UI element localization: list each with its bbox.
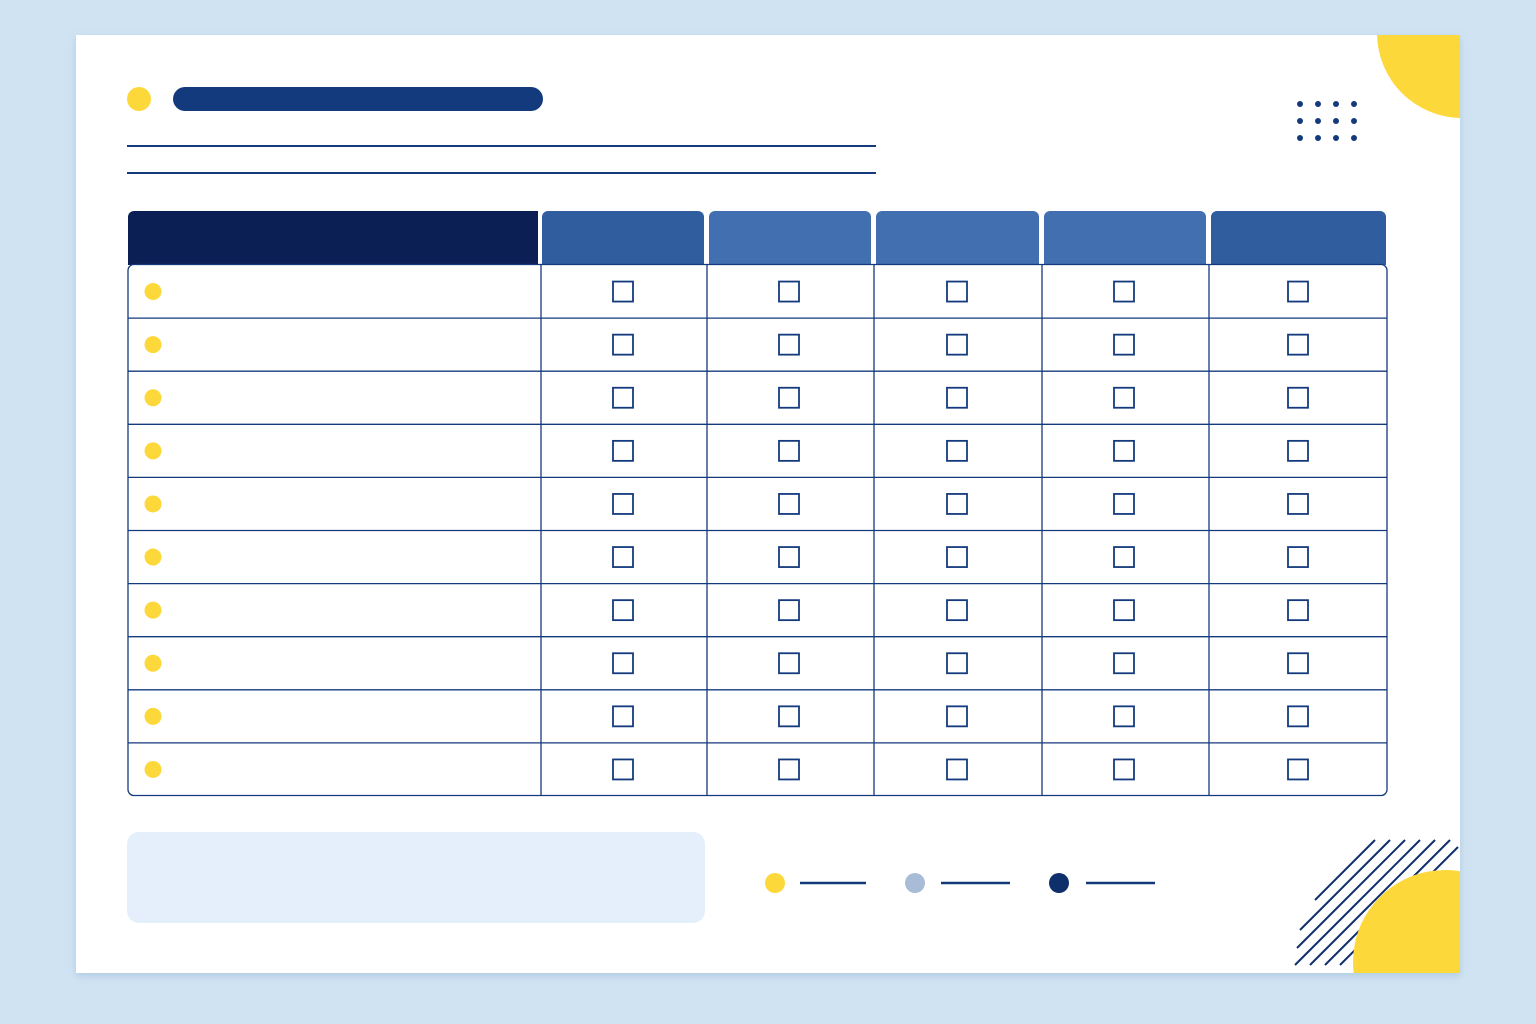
checkbox[interactable] bbox=[612, 758, 634, 781]
checkbox[interactable] bbox=[1113, 333, 1135, 356]
checkbox[interactable] bbox=[946, 652, 968, 675]
checkbox[interactable] bbox=[778, 386, 800, 409]
dot-grid bbox=[1297, 101, 1357, 141]
corner-shape bbox=[1377, 35, 1460, 118]
checkbox[interactable] bbox=[1287, 546, 1309, 568]
checkbox[interactable] bbox=[946, 546, 968, 568]
checkbox[interactable] bbox=[946, 439, 968, 462]
checkbox[interactable] bbox=[1287, 599, 1309, 622]
checkbox[interactable] bbox=[612, 599, 634, 622]
dot bbox=[1333, 101, 1339, 107]
dot bbox=[1297, 118, 1303, 124]
checkbox[interactable] bbox=[612, 386, 634, 409]
checkbox[interactable] bbox=[612, 280, 634, 303]
dot bbox=[1351, 101, 1357, 107]
checkbox[interactable] bbox=[778, 439, 800, 462]
row-bullet bbox=[144, 283, 162, 301]
checkbox[interactable] bbox=[1287, 705, 1309, 728]
checkbox[interactable] bbox=[1287, 652, 1309, 675]
checkbox[interactable] bbox=[1287, 758, 1309, 781]
row-bullet bbox=[144, 336, 162, 354]
checkbox[interactable] bbox=[1113, 280, 1135, 303]
checkbox[interactable] bbox=[778, 758, 800, 781]
dot bbox=[1351, 135, 1357, 141]
dot bbox=[1351, 118, 1357, 124]
header-cell bbox=[1044, 211, 1206, 265]
checkbox[interactable] bbox=[612, 546, 634, 568]
row-bullet bbox=[144, 760, 162, 778]
header-cell bbox=[1211, 211, 1386, 265]
legend-dot bbox=[765, 873, 785, 893]
checkbox[interactable] bbox=[1287, 386, 1309, 409]
checkbox[interactable] bbox=[946, 493, 968, 515]
checkbox[interactable] bbox=[778, 280, 800, 303]
header-cell bbox=[128, 211, 538, 265]
header-cell bbox=[709, 211, 871, 265]
header-cell bbox=[542, 211, 704, 265]
checkbox[interactable] bbox=[612, 705, 634, 728]
checkbox[interactable] bbox=[778, 493, 800, 515]
checkbox[interactable] bbox=[612, 439, 634, 462]
checkbox[interactable] bbox=[1113, 599, 1135, 622]
row-bullet bbox=[144, 548, 162, 566]
dot bbox=[1297, 135, 1303, 141]
dot bbox=[1315, 135, 1321, 141]
header-cell bbox=[876, 211, 1039, 265]
checkbox[interactable] bbox=[1287, 493, 1309, 515]
checkbox[interactable] bbox=[778, 705, 800, 728]
checkbox[interactable] bbox=[778, 599, 800, 622]
dot bbox=[1315, 118, 1321, 124]
dot bbox=[1333, 135, 1339, 141]
dot bbox=[1333, 118, 1339, 124]
checkbox[interactable] bbox=[1113, 439, 1135, 462]
checkbox[interactable] bbox=[778, 652, 800, 675]
title-dot bbox=[127, 87, 151, 111]
checkbox[interactable] bbox=[946, 333, 968, 356]
dot bbox=[1315, 101, 1321, 107]
legend-dot bbox=[1049, 873, 1069, 893]
notes-box bbox=[127, 832, 705, 923]
checkbox[interactable] bbox=[946, 280, 968, 303]
checkbox[interactable] bbox=[946, 386, 968, 409]
row-bullet bbox=[144, 389, 162, 407]
dot bbox=[1297, 101, 1303, 107]
checkbox[interactable] bbox=[946, 705, 968, 728]
checkbox[interactable] bbox=[1287, 333, 1309, 356]
checkbox[interactable] bbox=[778, 546, 800, 568]
title-bar bbox=[173, 87, 543, 111]
checkbox[interactable] bbox=[946, 599, 968, 622]
legend-dot bbox=[905, 873, 925, 893]
row-bullet bbox=[144, 442, 162, 460]
row-bullet bbox=[144, 495, 162, 513]
checkbox[interactable] bbox=[1113, 546, 1135, 568]
checkbox[interactable] bbox=[1113, 493, 1135, 515]
checkbox[interactable] bbox=[1287, 280, 1309, 303]
checkbox[interactable] bbox=[778, 333, 800, 356]
checkbox[interactable] bbox=[612, 652, 634, 675]
decorations bbox=[1294, 35, 1460, 973]
checkbox[interactable] bbox=[946, 758, 968, 781]
checkbox[interactable] bbox=[1113, 386, 1135, 409]
table bbox=[127, 211, 1388, 797]
checkbox[interactable] bbox=[1113, 705, 1135, 728]
corner-shape bbox=[1353, 870, 1460, 973]
row-bullet bbox=[144, 654, 162, 672]
row-bullet bbox=[144, 707, 162, 725]
checkbox[interactable] bbox=[1113, 758, 1135, 781]
checkbox[interactable] bbox=[1113, 652, 1135, 675]
checkbox[interactable] bbox=[612, 333, 634, 356]
checkbox[interactable] bbox=[612, 493, 634, 515]
checkbox[interactable] bbox=[1287, 439, 1309, 462]
row-bullet bbox=[144, 601, 162, 619]
card bbox=[76, 35, 1460, 973]
